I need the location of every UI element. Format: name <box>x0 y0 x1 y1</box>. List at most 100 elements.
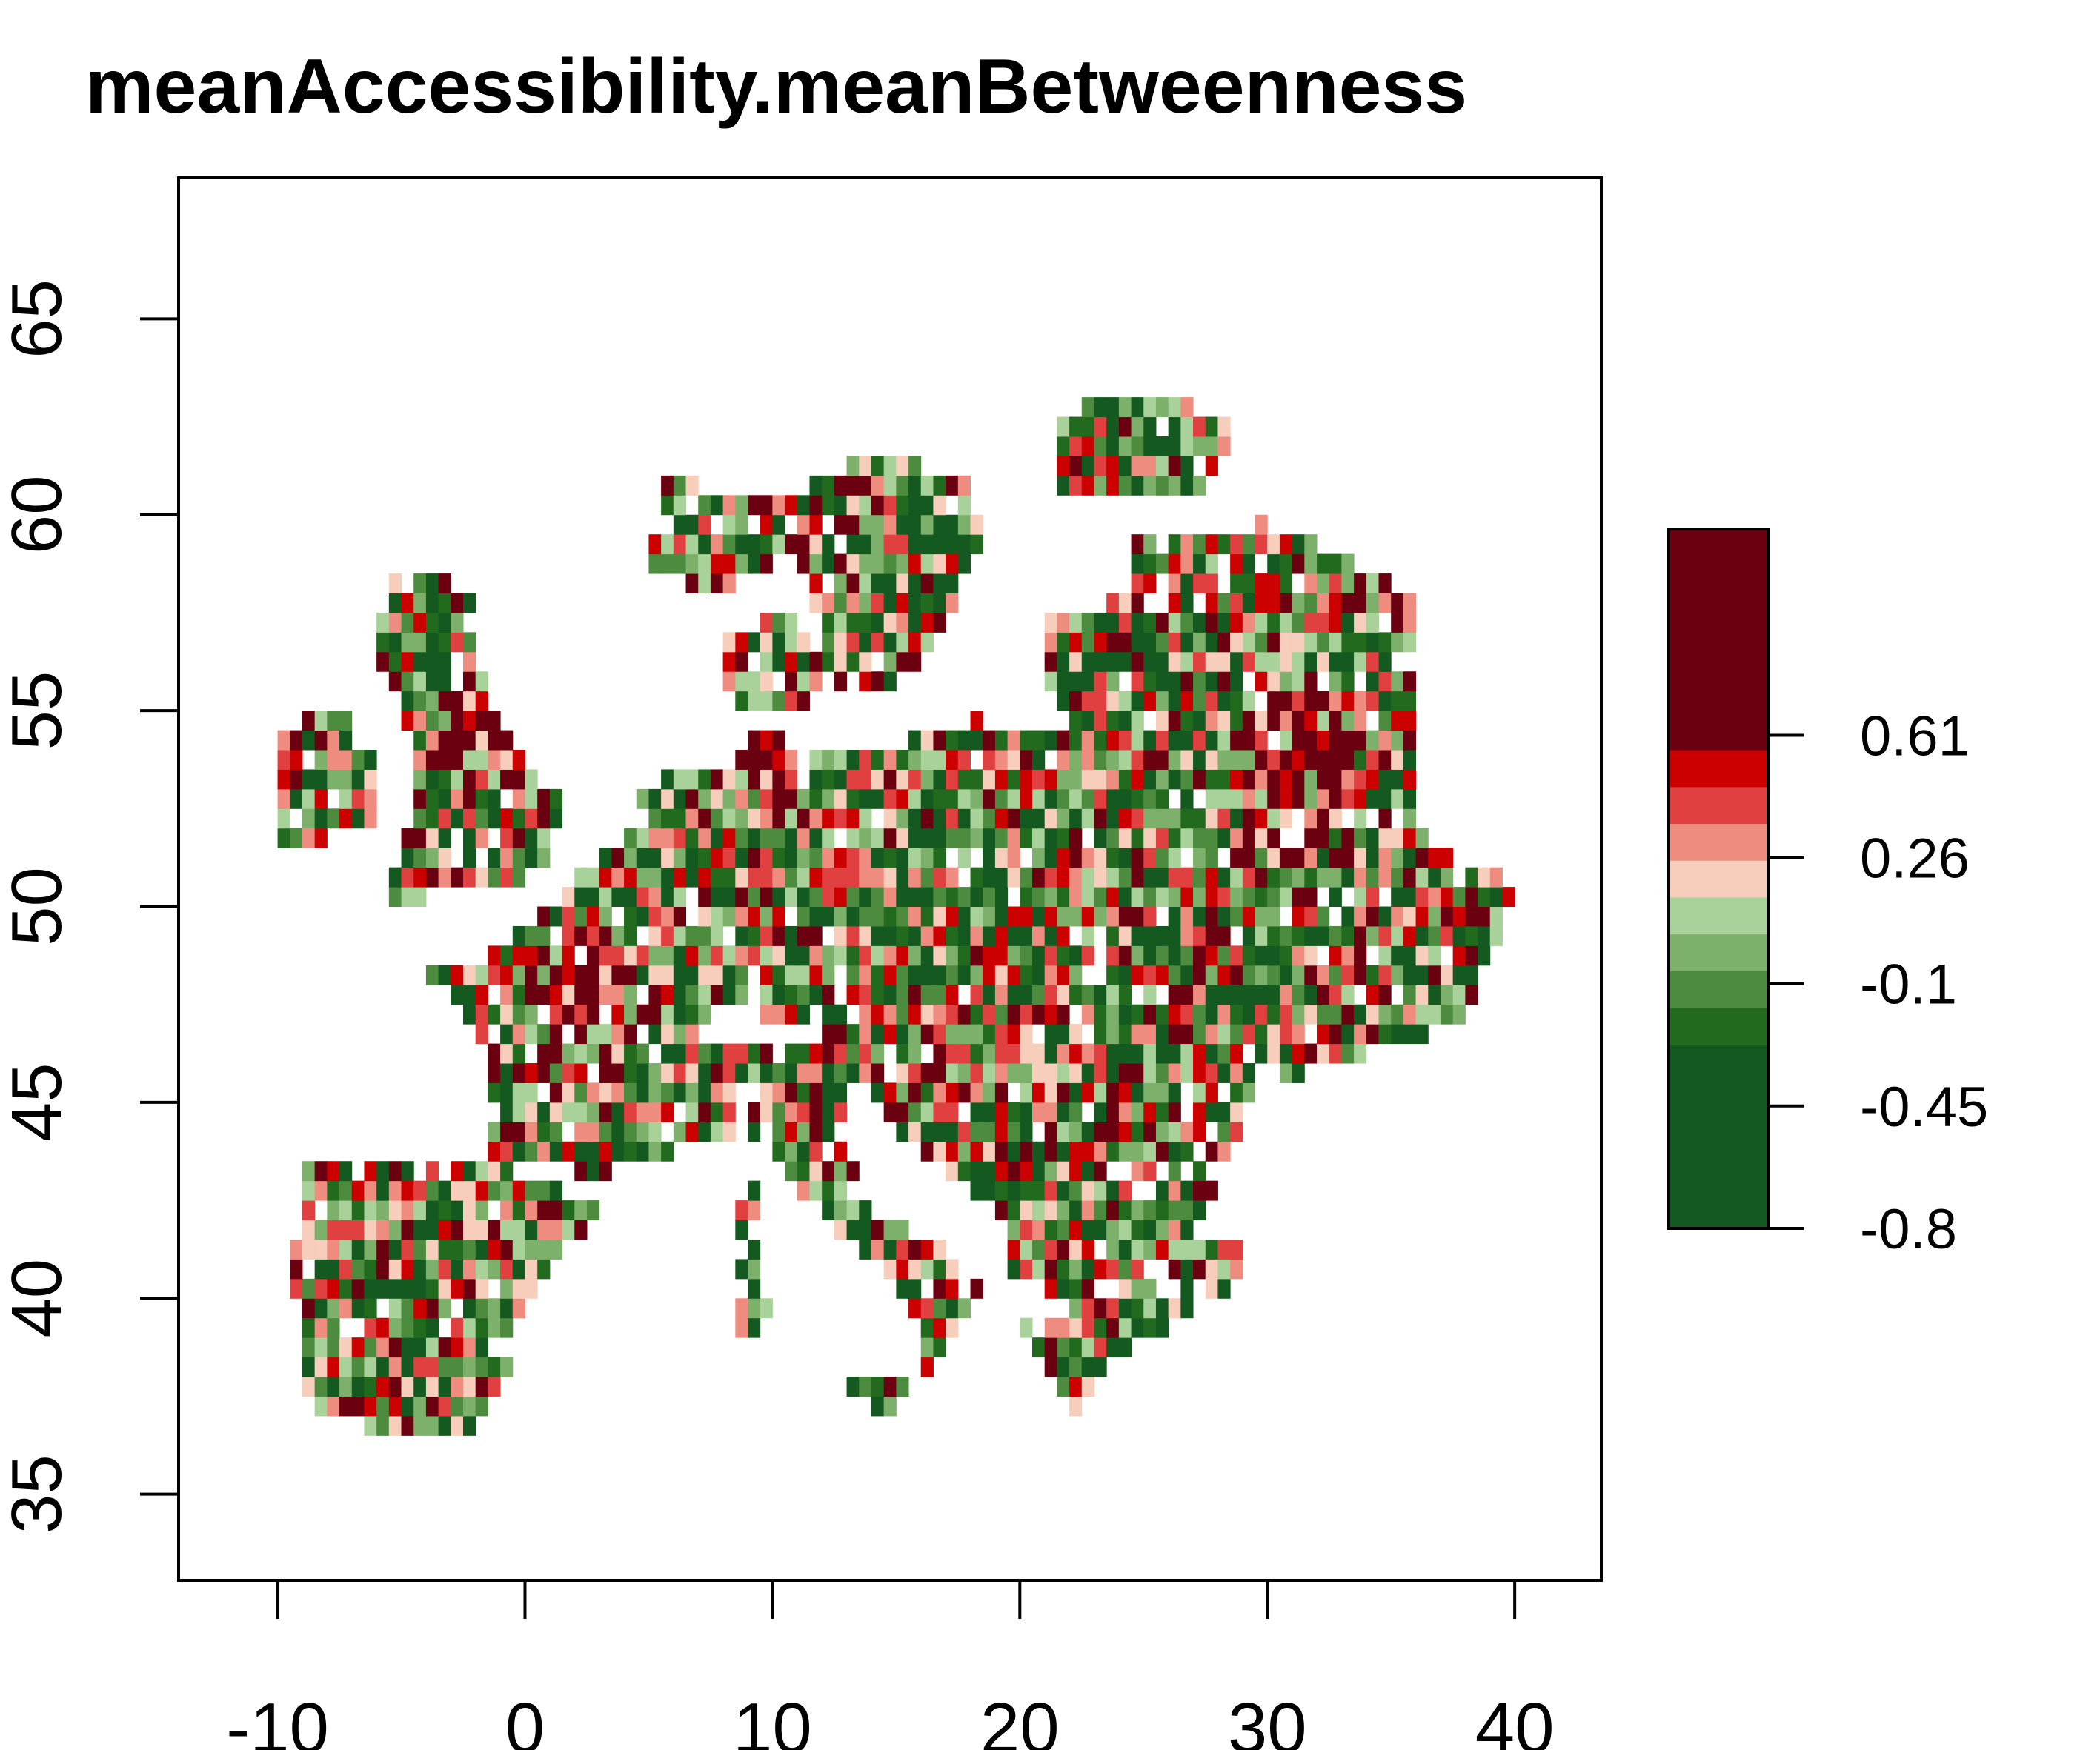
raster-cell <box>1143 867 1157 888</box>
raster-cell <box>1205 691 1218 711</box>
raster-cell <box>1230 711 1243 731</box>
raster-cell <box>698 887 711 908</box>
raster-cell <box>1193 691 1206 711</box>
raster-cell <box>1069 1298 1083 1319</box>
raster-cell <box>488 1161 501 1182</box>
raster-cell <box>1020 925 1033 946</box>
raster-cell <box>1267 553 1280 574</box>
raster-cell <box>1403 906 1417 927</box>
raster-cell <box>413 1357 427 1377</box>
raster-cell <box>302 1298 316 1319</box>
raster-cell <box>957 828 971 848</box>
raster-cell <box>1180 769 1194 790</box>
raster-cell <box>1378 593 1392 613</box>
raster-cell <box>314 808 328 829</box>
raster-cell <box>1205 906 1218 927</box>
raster-cell <box>401 1377 414 1397</box>
raster-cell <box>525 1082 538 1103</box>
raster-cell <box>500 750 514 770</box>
raster-cell <box>475 1337 488 1358</box>
raster-cell <box>586 1004 600 1025</box>
raster-cell <box>1081 671 1094 692</box>
raster-cell <box>1415 945 1429 966</box>
y-tick-label: 40 <box>0 1259 76 1338</box>
raster-cell <box>1168 828 1181 848</box>
raster-cell <box>1143 887 1157 908</box>
raster-cell <box>896 965 909 985</box>
raster-cell <box>772 534 785 555</box>
raster-cell <box>1242 632 1256 653</box>
raster-cell <box>475 828 488 848</box>
x-tick-label: 0 <box>505 1689 545 1750</box>
raster-cell <box>834 788 848 809</box>
raster-cell <box>1069 612 1083 633</box>
raster-cell <box>1118 593 1132 613</box>
raster-cell <box>1032 750 1046 770</box>
raster-cell <box>512 1102 525 1122</box>
raster-cell <box>314 1161 328 1182</box>
raster-cell <box>537 1239 551 1260</box>
raster-cell <box>1193 436 1206 456</box>
raster-cell <box>648 1063 662 1083</box>
raster-cell <box>698 808 711 829</box>
raster-cell <box>500 1278 514 1299</box>
raster-cell <box>351 808 365 829</box>
raster-cell <box>1094 1298 1107 1319</box>
legend-tick-label: -0.1 <box>1860 954 1957 1017</box>
raster-cell <box>1131 828 1144 848</box>
raster-cell <box>599 965 612 985</box>
raster-cell <box>859 887 872 908</box>
raster-cell <box>834 1161 848 1182</box>
raster-cell <box>1217 534 1231 555</box>
raster-cell <box>797 1122 810 1142</box>
raster-cell <box>946 1063 959 1083</box>
raster-cell <box>1205 1239 1218 1260</box>
raster-cell <box>772 495 785 516</box>
raster-cell <box>809 985 823 1005</box>
raster-cell <box>846 965 860 985</box>
raster-cell <box>425 1377 439 1397</box>
raster-cell <box>822 475 835 496</box>
raster-cell <box>1007 1024 1020 1045</box>
raster-cell <box>401 651 414 672</box>
raster-cell <box>1106 1024 1120 1045</box>
raster-cell <box>1391 671 1404 692</box>
raster-cell <box>512 808 525 829</box>
raster-cell <box>425 573 439 593</box>
raster-cell <box>1143 1102 1157 1122</box>
raster-cell <box>1155 1082 1169 1103</box>
raster-cell <box>1292 593 1305 613</box>
raster-cell <box>1057 750 1070 770</box>
raster-cell <box>722 553 736 574</box>
raster-cell <box>388 1298 402 1319</box>
raster-cell <box>574 867 588 888</box>
raster-cell <box>698 1043 711 1064</box>
raster-cell <box>413 1220 427 1240</box>
raster-cell <box>1403 671 1417 692</box>
raster-cell <box>1193 711 1206 731</box>
raster-cell <box>785 632 798 653</box>
raster-cell <box>574 906 588 927</box>
raster-cell <box>1069 671 1083 692</box>
raster-cell <box>722 848 736 868</box>
raster-cell <box>1242 750 1256 770</box>
raster-cell <box>1180 534 1194 555</box>
raster-cell <box>277 769 290 790</box>
raster-cell <box>351 1180 365 1201</box>
raster-cell <box>1341 848 1355 868</box>
raster-cell <box>685 534 699 555</box>
raster-cell <box>722 965 736 985</box>
raster-cell <box>1168 1102 1181 1122</box>
raster-cell <box>599 1082 612 1103</box>
raster-cell <box>859 985 872 1005</box>
raster-cell <box>451 1317 464 1338</box>
raster-cell <box>1168 456 1181 476</box>
raster-cell <box>1081 985 1094 1005</box>
raster-cell <box>933 925 946 946</box>
raster-cell <box>1304 867 1318 888</box>
raster-cell <box>710 808 724 829</box>
raster-cell <box>1489 867 1503 888</box>
raster-cell <box>933 945 946 966</box>
raster-cell <box>673 1122 687 1142</box>
raster-cell <box>351 750 365 770</box>
